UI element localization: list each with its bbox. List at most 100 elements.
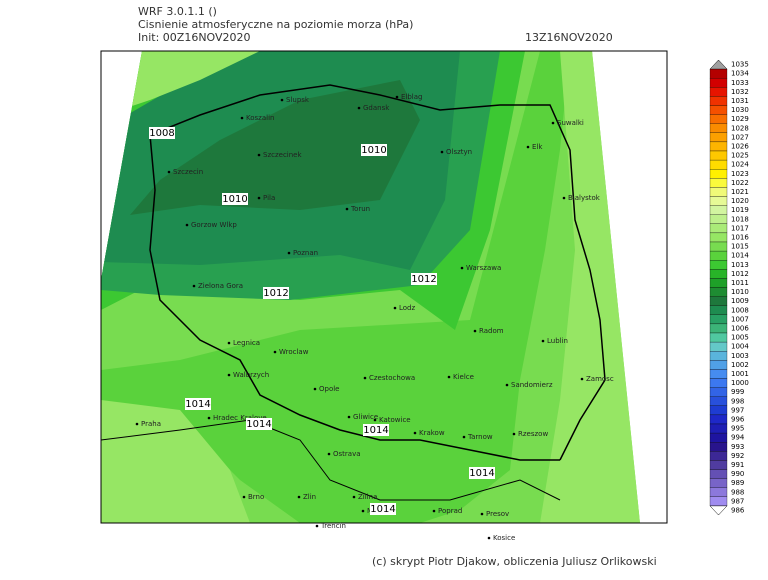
colorbar-cell (709, 178, 728, 188)
colorbar-cell (709, 305, 728, 315)
colorbar-label: 1004 (731, 343, 749, 351)
colorbar-label: 1028 (731, 124, 749, 132)
colorbar-label: 1018 (731, 215, 749, 223)
colorbar-cell (709, 405, 728, 416)
colorbar-cell (709, 287, 728, 297)
city-dot (373, 418, 377, 422)
colorbar-label: 1035 (731, 61, 749, 69)
city-dot (185, 223, 189, 227)
colorbar-cell (709, 141, 728, 152)
isobar-label-box (469, 467, 495, 479)
colorbar-cell (709, 114, 728, 124)
isobar-label: 1010 (222, 194, 247, 205)
isobar-label: 1014 (370, 504, 395, 515)
city-name: Walbrzych (233, 371, 269, 379)
colorbar: 1035103410331032103110301029102810271026… (709, 59, 749, 516)
city-name: Torun (350, 205, 370, 213)
city-name: Suwalki (557, 119, 584, 127)
city-name: Pila (263, 194, 275, 202)
city-name: Zlin (303, 493, 316, 501)
colorbar-cell (709, 360, 728, 370)
colorbar-cell (709, 451, 728, 461)
isobar-label-box (263, 287, 289, 299)
colorbar-label: 1027 (731, 133, 749, 141)
city-dot (462, 435, 466, 439)
colorbar-cell (709, 296, 728, 306)
isobar-label: 1014 (469, 468, 494, 479)
city-dot (315, 524, 319, 528)
colorbar-label: 1010 (731, 288, 749, 296)
colorbar-cell (709, 223, 728, 234)
colorbar-label: 1016 (731, 233, 749, 241)
isobar-label: 1014 (246, 419, 271, 430)
city-name: Szczecin (173, 168, 203, 176)
isobar-label: 1012 (263, 288, 288, 299)
city-dot (192, 284, 196, 288)
colorbar-cell (709, 269, 728, 279)
colorbar-label: 996 (731, 415, 745, 423)
city-dot (242, 495, 246, 499)
city-dot (413, 431, 417, 435)
city-dot (562, 196, 566, 200)
colorbar-cell (709, 232, 728, 243)
colorbar-cell (709, 196, 728, 206)
model: WRF 3.0.1.1 () (138, 5, 217, 18)
city-name: Legnica (233, 339, 260, 347)
city-name: Koszalin (246, 114, 274, 122)
city-dot (361, 509, 365, 513)
init: Init: 00Z16NOV2020 (138, 31, 251, 44)
colorbar-label: 1034 (731, 70, 749, 78)
city-dot (313, 387, 317, 391)
colorbar-cell (709, 387, 728, 397)
city-dot (345, 207, 349, 211)
city-name: Rzeszow (518, 430, 548, 438)
colorbar-label: 1020 (731, 197, 749, 205)
city-name: Tarnow (467, 433, 493, 441)
city-dot (512, 432, 516, 436)
city-dot (480, 512, 484, 516)
colorbar-label: 1014 (731, 252, 749, 260)
city-name: Katowice (379, 416, 411, 424)
colorbar-cell (709, 105, 728, 115)
valid-time: 13Z16NOV2020 (525, 31, 613, 44)
city-name: Czestochowa (369, 374, 415, 382)
city-dot (357, 106, 361, 110)
city-name: Zilina (358, 493, 377, 501)
colorbar-label: 1012 (731, 270, 749, 278)
city-dot (393, 306, 397, 310)
city-name: Praha (141, 420, 161, 428)
colorbar-arrow (709, 59, 728, 70)
colorbar-cell (709, 423, 728, 434)
city-name: Brno (248, 493, 264, 501)
city-dot (227, 373, 231, 377)
colorbar-label: 989 (731, 479, 744, 487)
colorbar-label: 1025 (731, 152, 749, 160)
city-dot (432, 509, 436, 513)
colorbar-label: 1024 (731, 161, 749, 169)
colorbar-cell (709, 432, 728, 443)
isobar-label: 1010 (361, 145, 386, 156)
colorbar-cell (709, 396, 728, 406)
colorbar-label: 1030 (731, 106, 749, 114)
city-dot (352, 495, 356, 499)
city-dot (207, 416, 211, 420)
colorbar-label: 993 (731, 443, 744, 451)
city-dot (363, 376, 367, 380)
city-dot (280, 98, 284, 102)
colorbar-label: 1023 (731, 170, 749, 178)
isobar-label-box (411, 273, 437, 285)
colorbar-label: 986 (731, 506, 745, 514)
colorbar-cell (709, 96, 728, 106)
city-name: Gdansk (363, 104, 390, 112)
city-dot (347, 415, 351, 419)
isobar-label-box (149, 127, 175, 139)
city-name: Slupsk (286, 96, 310, 104)
title: Cisnienie atmosferyczne na poziomie morz… (138, 18, 413, 31)
colorbar-cell (709, 496, 728, 507)
city-dot (526, 145, 530, 149)
colorbar-label: 1032 (731, 88, 749, 96)
city-dot (487, 536, 491, 540)
colorbar-cell (709, 132, 728, 143)
colorbar-cell (709, 341, 728, 352)
